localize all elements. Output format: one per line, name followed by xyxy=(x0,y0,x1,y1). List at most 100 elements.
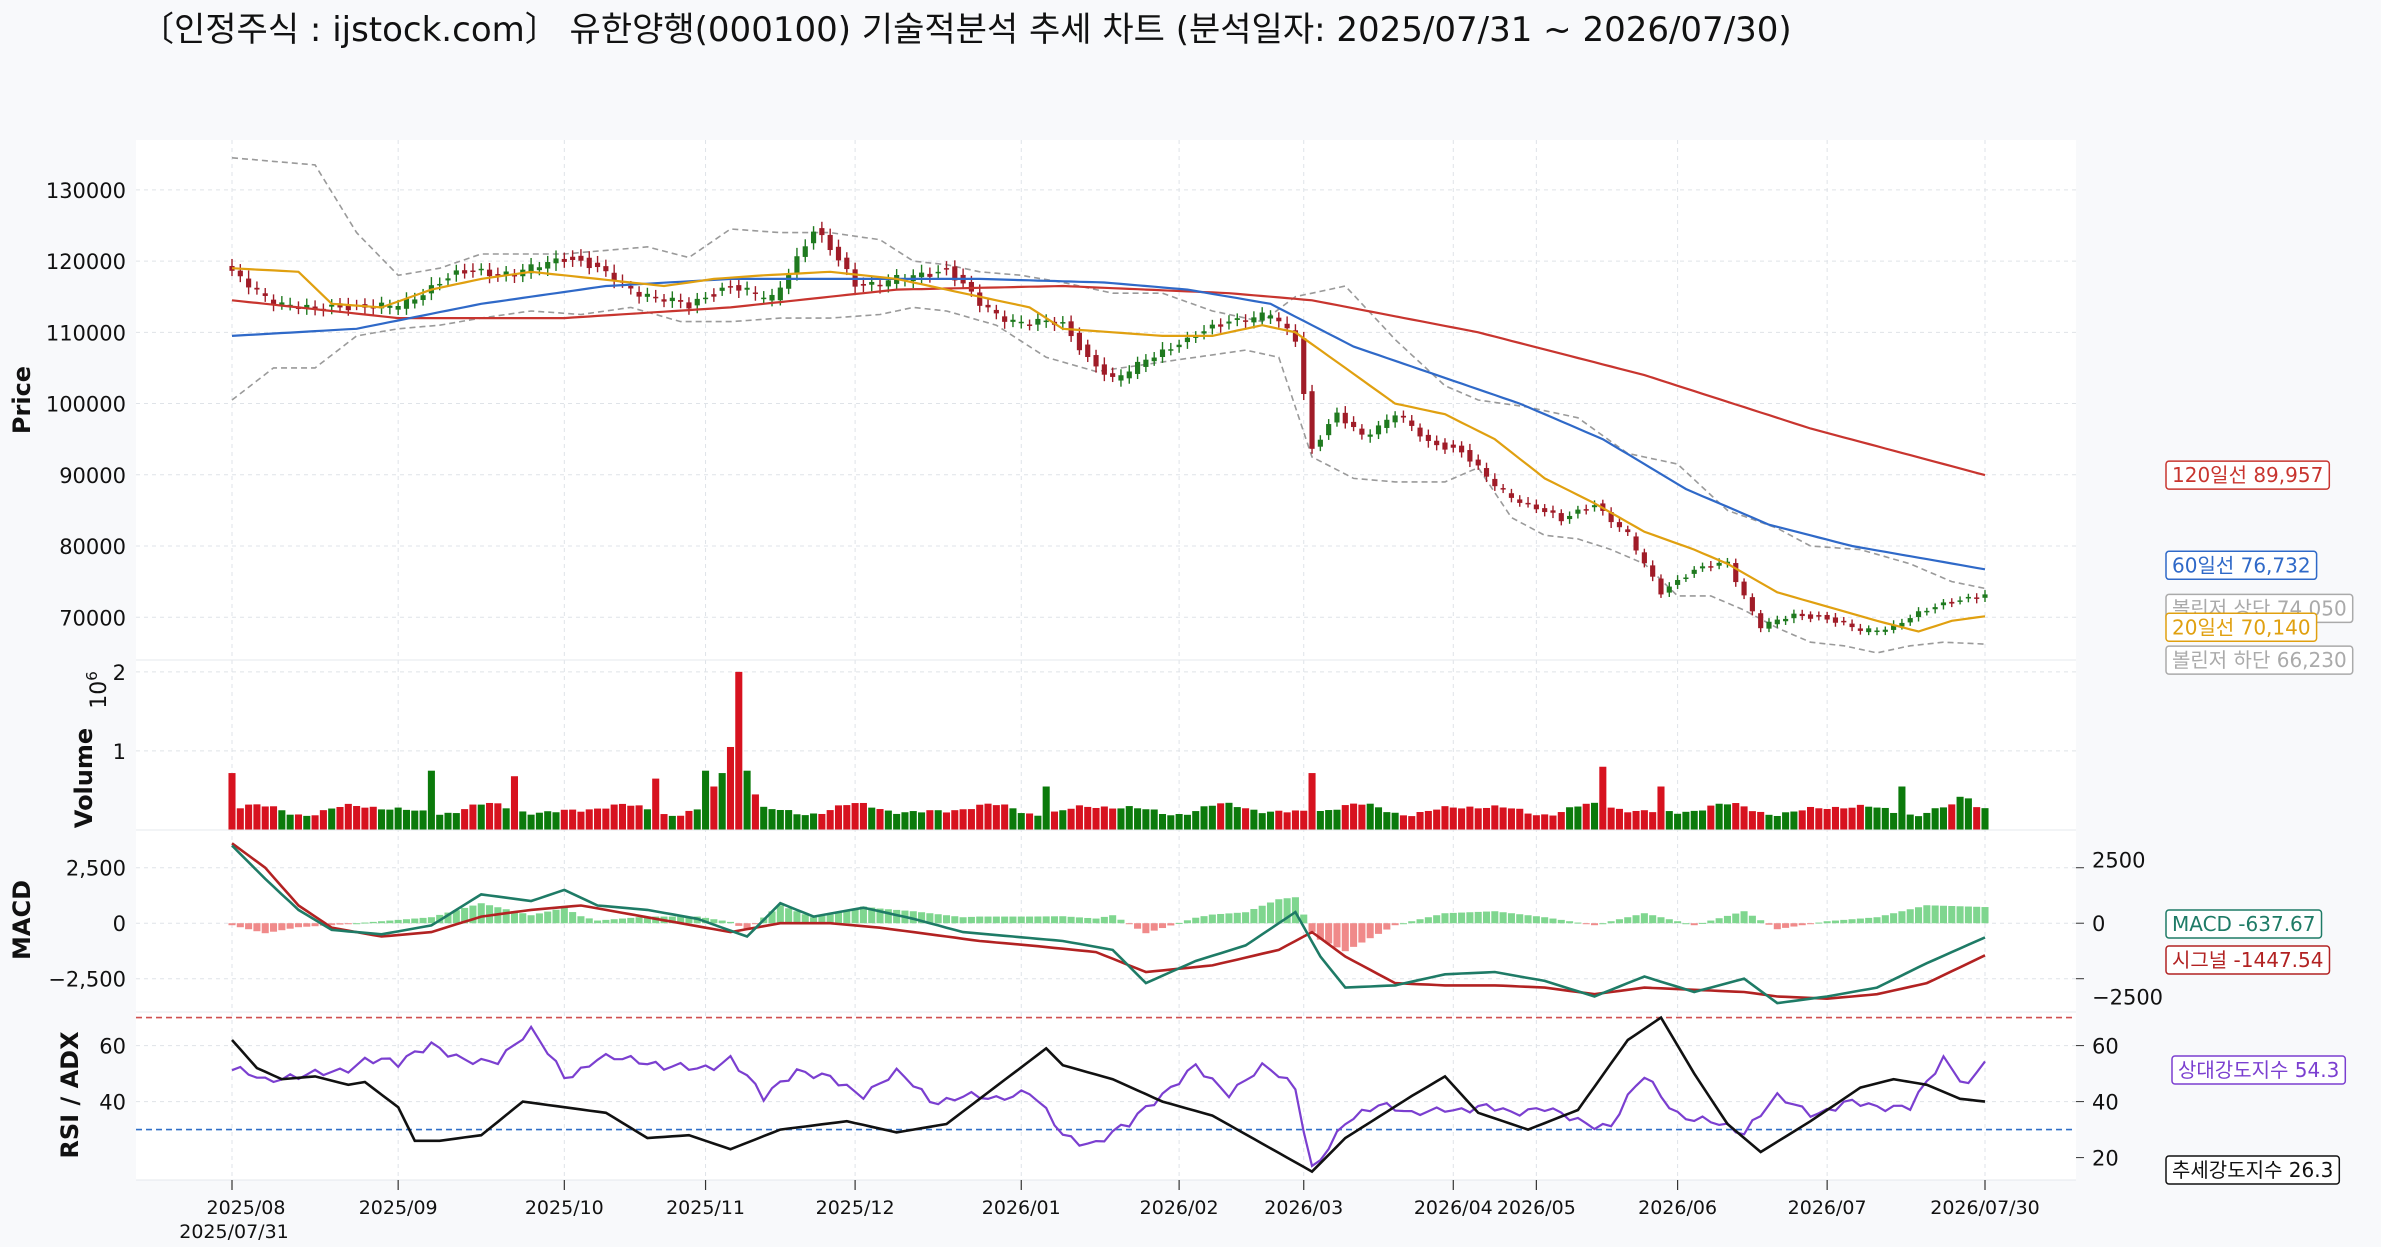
candle-body xyxy=(1733,563,1739,583)
volume-bar xyxy=(560,809,568,830)
candle-body xyxy=(1284,323,1290,329)
volume-bar xyxy=(519,811,527,830)
macd-histogram-bar xyxy=(1117,919,1125,924)
candle-body xyxy=(1558,513,1564,522)
candle-body xyxy=(661,299,667,302)
price-candle xyxy=(1924,607,1930,616)
macd-histogram-bar xyxy=(569,912,577,924)
volume-bar xyxy=(1865,806,1873,830)
volume-bar xyxy=(1948,804,1956,830)
price-candle xyxy=(844,252,850,276)
macd-histogram-bar xyxy=(527,915,535,924)
candle-body xyxy=(1583,509,1589,511)
price-candle xyxy=(570,250,576,267)
price-candle xyxy=(262,288,268,302)
price-candle xyxy=(1143,354,1149,373)
candle-body xyxy=(1143,359,1149,367)
candle-body xyxy=(1749,597,1755,612)
price-candle xyxy=(1641,548,1647,568)
candle-body xyxy=(636,291,642,297)
volume-bar xyxy=(1474,808,1482,830)
candle-body xyxy=(1409,420,1415,426)
candle-body xyxy=(345,304,351,311)
volume-bar xyxy=(834,805,843,830)
macd-histogram-bar xyxy=(984,916,992,924)
macd-histogram-bar xyxy=(976,916,984,924)
price-candle xyxy=(1384,414,1390,434)
candle-body xyxy=(561,258,567,262)
volume-bar xyxy=(577,811,585,830)
macd-histogram-bar xyxy=(245,923,253,930)
macd-histogram-bar xyxy=(1723,915,1731,924)
price-candle xyxy=(1201,325,1207,340)
macd-histogram-bar xyxy=(785,908,793,924)
candle-body xyxy=(1384,419,1390,428)
volume-bar xyxy=(876,809,884,830)
macd-histogram-bar xyxy=(1075,917,1083,924)
candle-body xyxy=(545,262,551,269)
volume-bar xyxy=(486,802,494,830)
macd-histogram-bar xyxy=(1915,907,1923,924)
volume-bar xyxy=(1009,808,1017,830)
price-candle xyxy=(1226,315,1232,330)
volume-bar xyxy=(702,770,710,830)
candle-body xyxy=(1766,621,1772,629)
macd-histogram-bar xyxy=(1092,918,1100,924)
volume-bar xyxy=(984,803,992,830)
price-candle xyxy=(736,277,742,298)
candle-body xyxy=(968,281,974,292)
price-candle xyxy=(661,294,667,308)
macd-histogram-bar xyxy=(1715,918,1723,924)
macd-histogram-bar xyxy=(1881,915,1889,924)
candle-body xyxy=(977,292,983,306)
price-candle xyxy=(1699,562,1706,572)
macd-histogram-bar xyxy=(1773,923,1781,930)
macd-histogram-bar xyxy=(1399,923,1407,925)
candle-body xyxy=(744,287,750,290)
price-candle xyxy=(1110,367,1116,383)
volume-bar xyxy=(1815,808,1823,830)
price-candle xyxy=(1018,315,1024,329)
candle-body xyxy=(378,302,385,309)
macd-histogram-bar xyxy=(1582,923,1590,925)
macd-histogram-bar xyxy=(1790,923,1798,927)
macd-histogram-bar xyxy=(1009,916,1017,924)
macd-histogram-bar xyxy=(1325,923,1333,944)
ma20-line xyxy=(231,267,1986,633)
macd-histogram-bar xyxy=(1134,923,1142,929)
volume-bar xyxy=(1275,810,1283,830)
macd-histogram-bar xyxy=(1050,916,1059,924)
end-label-macd-text: MACD -637.67 xyxy=(2172,912,2316,936)
price-candle xyxy=(1135,356,1141,380)
price-candle xyxy=(1218,318,1224,333)
price-candle xyxy=(1367,429,1373,443)
price-candle xyxy=(528,257,534,279)
macd-histogram-bar xyxy=(1242,912,1250,924)
volume-bar xyxy=(1125,806,1133,830)
macd-histogram-bar xyxy=(427,917,435,924)
end-label-ma20: 20일선 70,140 xyxy=(2165,612,2318,643)
macd-histogram-bar xyxy=(743,923,751,930)
macd-histogram-bar xyxy=(386,920,394,924)
x-tick-label: 2026/01 xyxy=(982,1197,1061,1219)
volume-bar xyxy=(1366,803,1374,830)
volume-tick-label: 2 xyxy=(113,661,126,685)
volume-bar xyxy=(1782,812,1790,830)
price-candle xyxy=(1708,560,1714,572)
macd-tick-label-left: 0 xyxy=(113,912,126,936)
candle-body xyxy=(1924,610,1930,613)
candle-body xyxy=(445,278,451,281)
end-label-signal: 시그널 -1447.54 xyxy=(2165,945,2331,975)
candle-body xyxy=(1243,320,1249,322)
price-candle xyxy=(1425,429,1431,448)
candle-body xyxy=(1201,331,1207,334)
volume-bar xyxy=(1856,804,1864,830)
candle-body xyxy=(578,255,584,261)
volume-bar xyxy=(1723,804,1731,830)
price-candle xyxy=(927,267,933,283)
volume-bar xyxy=(1117,808,1125,830)
candle-body xyxy=(1650,565,1656,577)
price-candle xyxy=(586,251,592,275)
candle-body xyxy=(844,257,850,270)
volume-bar xyxy=(652,778,660,830)
